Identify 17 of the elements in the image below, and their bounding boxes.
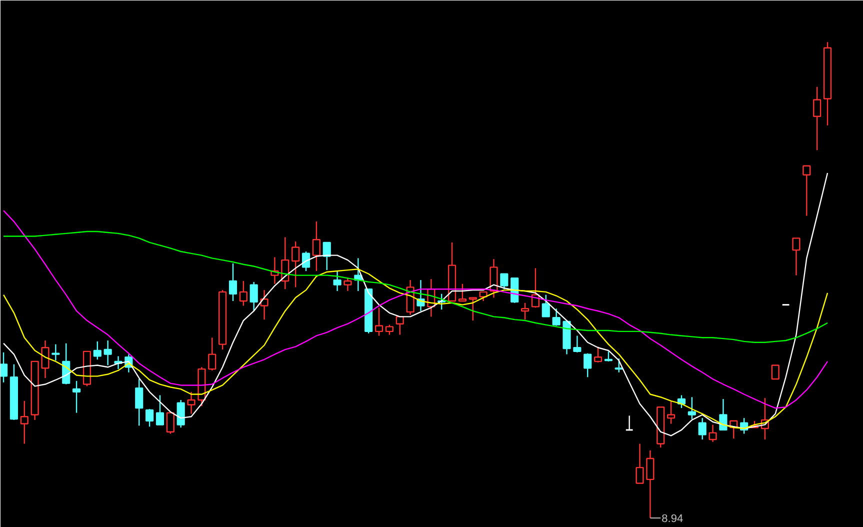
candlestick bbox=[41, 340, 50, 379]
candlestick bbox=[760, 397, 769, 440]
candlestick bbox=[104, 340, 112, 366]
candlestick bbox=[312, 220, 320, 272]
candlestick bbox=[708, 424, 717, 442]
candlestick bbox=[270, 256, 279, 284]
annotation: 8.94 bbox=[662, 512, 684, 525]
candlestick bbox=[260, 289, 268, 320]
candlestick bbox=[646, 450, 654, 519]
candlestick bbox=[333, 270, 342, 292]
candlestick bbox=[187, 391, 196, 414]
candlestick bbox=[135, 378, 144, 426]
candlestick bbox=[20, 400, 28, 444]
candlestick bbox=[406, 279, 414, 316]
candlestick bbox=[427, 278, 436, 318]
candlestick bbox=[52, 344, 60, 362]
candlestick bbox=[813, 86, 822, 151]
